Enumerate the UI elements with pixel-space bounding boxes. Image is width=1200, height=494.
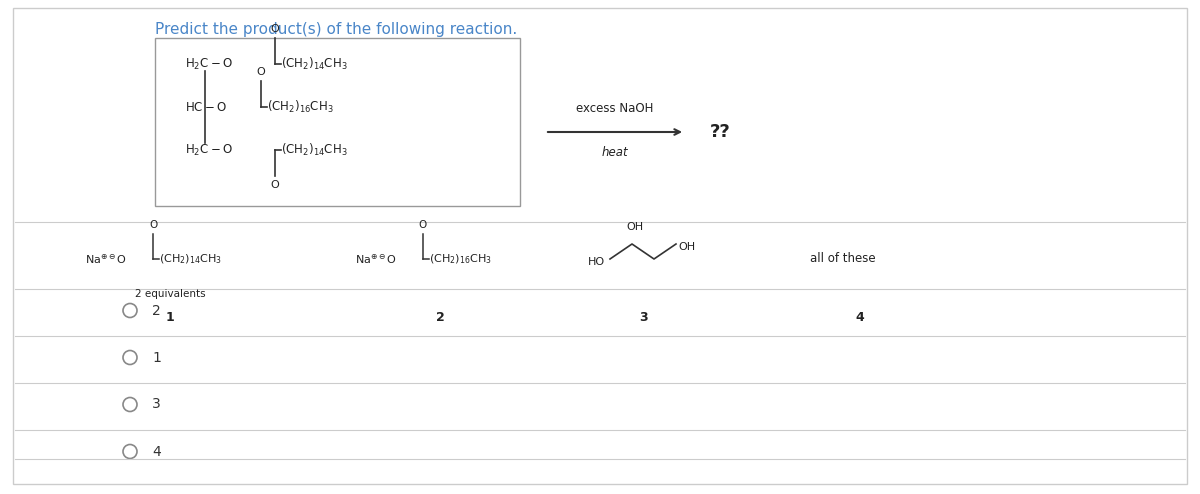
Text: $\mathsf{(CH_2)_{16}CH_3}$: $\mathsf{(CH_2)_{16}CH_3}$ [428,252,492,266]
Text: Predict the product(s) of the following reaction.: Predict the product(s) of the following … [155,22,517,37]
Text: ??: ?? [710,123,731,141]
Text: $\mathsf{Na^{\oplus\ominus}O}$: $\mathsf{Na^{\oplus\ominus}O}$ [85,252,127,266]
Text: O: O [149,220,157,230]
Text: O: O [419,220,427,230]
Text: $\mathsf{H_2C-O}$: $\mathsf{H_2C-O}$ [185,142,233,158]
Text: 2: 2 [436,311,444,324]
Text: $\mathsf{H_2C-O}$: $\mathsf{H_2C-O}$ [185,56,233,72]
Text: $\mathsf{(CH_2)_{14}CH_3}$: $\mathsf{(CH_2)_{14}CH_3}$ [281,56,348,72]
Bar [155,38,520,206]
Text: 2 equivalents: 2 equivalents [134,289,205,299]
Text: HO: HO [588,257,605,267]
Text: 2: 2 [152,303,161,318]
Text: O: O [271,24,280,34]
Text: 1: 1 [166,311,174,324]
Text: 4: 4 [152,445,161,458]
Text: 3: 3 [152,398,161,412]
Text: $\mathsf{(CH_2)_{16}CH_3}$: $\mathsf{(CH_2)_{16}CH_3}$ [268,99,334,115]
Text: all of these: all of these [810,252,876,265]
Text: $\mathsf{(CH_2)_{14}CH_3}$: $\mathsf{(CH_2)_{14}CH_3}$ [158,252,222,266]
Text: 1: 1 [152,351,161,365]
Text: O: O [271,180,280,190]
Text: $\mathsf{Na^{\oplus\ominus}O}$: $\mathsf{Na^{\oplus\ominus}O}$ [355,252,397,266]
Text: OH: OH [626,222,643,232]
Text: $\mathsf{HC-O}$: $\mathsf{HC-O}$ [185,100,227,114]
Text: 4: 4 [856,311,864,324]
Text: O: O [257,67,265,77]
Text: heat: heat [601,146,629,159]
Text: $\mathsf{(CH_2)_{14}CH_3}$: $\mathsf{(CH_2)_{14}CH_3}$ [281,142,348,158]
Text: 3: 3 [638,311,647,324]
Text: excess NaOH: excess NaOH [576,102,654,115]
Text: OH: OH [678,242,695,252]
